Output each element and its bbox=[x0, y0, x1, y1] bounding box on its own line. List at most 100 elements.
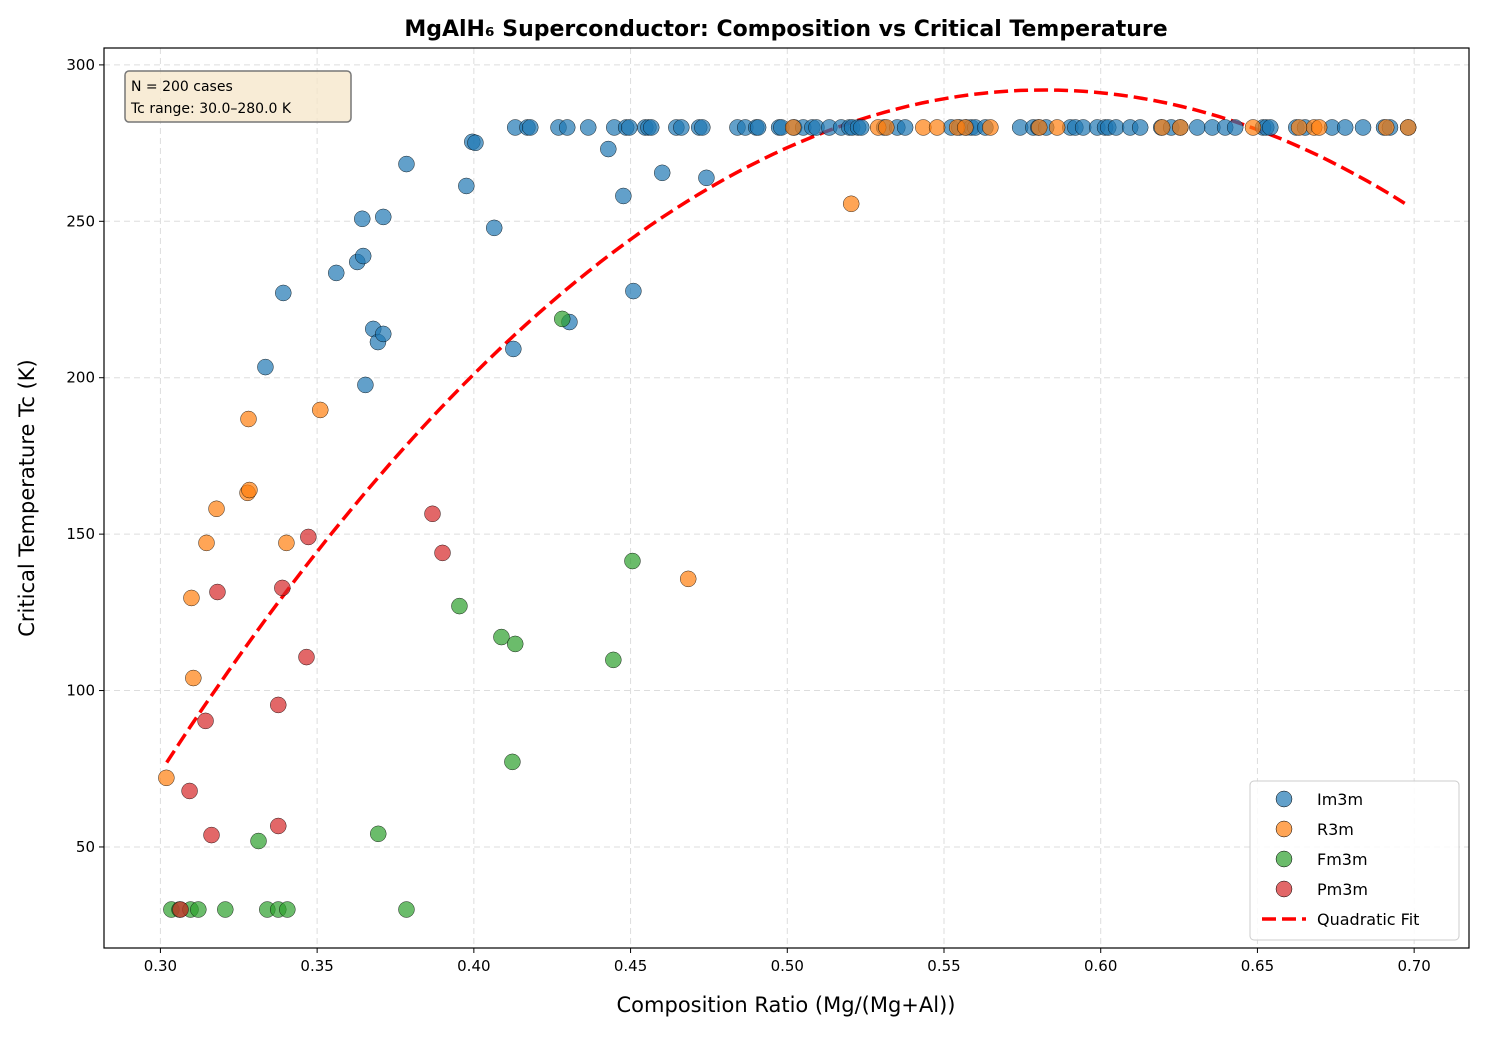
data-point-r3m bbox=[241, 481, 258, 499]
data-point-r3m bbox=[928, 119, 946, 136]
data-point-fm3m bbox=[504, 753, 521, 771]
x-tick-label: 0.35 bbox=[300, 957, 333, 975]
data-point-im3m bbox=[621, 119, 638, 136]
data-point-im3m bbox=[580, 119, 597, 136]
data-point-im3m bbox=[354, 247, 372, 265]
x-tick-label: 0.65 bbox=[1241, 957, 1274, 975]
data-point-im3m bbox=[559, 119, 576, 136]
y-tick-label: 100 bbox=[66, 682, 95, 700]
data-point-fm3m bbox=[451, 597, 468, 615]
data-point-r3m bbox=[278, 534, 295, 552]
data-point-im3m bbox=[485, 219, 503, 237]
data-point-im3m bbox=[653, 164, 671, 182]
data-point-fm3m bbox=[398, 901, 415, 918]
grid bbox=[104, 48, 1469, 948]
data-point-im3m bbox=[328, 264, 345, 282]
data-point-pm3m bbox=[209, 583, 226, 601]
data-point-r3m bbox=[198, 534, 215, 552]
data-point-r3m bbox=[240, 410, 257, 428]
data-point-pm3m bbox=[274, 579, 291, 597]
fit-layer bbox=[165, 88, 1406, 764]
data-point-im3m bbox=[673, 119, 690, 136]
data-point-r3m bbox=[1048, 119, 1066, 136]
data-point-r3m bbox=[982, 119, 999, 136]
data-point-pm3m bbox=[270, 817, 287, 835]
data-point-r3m bbox=[183, 589, 200, 607]
data-point-im3m bbox=[600, 140, 617, 158]
x-tick-label: 0.40 bbox=[457, 957, 490, 975]
data-point-fm3m bbox=[190, 901, 207, 918]
data-point-fm3m bbox=[506, 635, 524, 653]
legend-label-r3m: R3m bbox=[1317, 820, 1354, 839]
annotation-line-2: Tc range: 30.0–280.0 K bbox=[130, 101, 292, 117]
data-point-im3m bbox=[625, 282, 642, 300]
data-point-r3m bbox=[1399, 119, 1417, 136]
data-point-im3m bbox=[275, 284, 292, 302]
data-point-pm3m bbox=[300, 528, 317, 546]
legend-label-pm3m: Pm3m bbox=[1317, 880, 1368, 899]
data-point-im3m bbox=[1074, 119, 1092, 136]
plot-frame bbox=[103, 47, 1470, 949]
x-ticks: 0.30 0.35 0.40 0.45 0.50 0.55 0.60 0.65 0.70 bbox=[144, 948, 1431, 975]
points-layer bbox=[158, 119, 1417, 918]
annotation-line-1: N = 200 cases bbox=[131, 79, 233, 95]
data-point-im3m bbox=[1131, 119, 1149, 136]
legend-marker-pm3m bbox=[1275, 880, 1293, 898]
data-point-fm3m bbox=[250, 832, 267, 850]
data-point-im3m bbox=[357, 376, 374, 394]
data-point-r3m bbox=[208, 500, 225, 518]
annotation-box: N = 200 cases Tc range: 30.0–280.0 K bbox=[124, 70, 352, 123]
legend-label-fm3m: Fm3m bbox=[1317, 850, 1368, 869]
data-point-fm3m bbox=[493, 628, 510, 646]
data-point-r3m bbox=[957, 119, 974, 136]
x-tick-label: 0.50 bbox=[771, 957, 804, 975]
y-tick-label: 300 bbox=[66, 56, 95, 74]
data-point-pm3m bbox=[172, 901, 189, 918]
data-point-im3m bbox=[694, 119, 711, 136]
legend-marker-r3m bbox=[1275, 820, 1293, 838]
data-point-r3m bbox=[158, 769, 175, 787]
data-point-fm3m bbox=[217, 901, 234, 918]
data-point-r3m bbox=[679, 570, 697, 588]
y-ticks: 50 100 150 200 250 300 bbox=[66, 56, 104, 856]
quadratic-fit-line bbox=[165, 88, 1406, 764]
data-point-pm3m bbox=[424, 505, 441, 523]
legend: Im3m R3m Fm3m Pm3m Quadratic Fit bbox=[1249, 780, 1460, 941]
data-point-im3m bbox=[375, 208, 392, 226]
y-tick-label: 200 bbox=[66, 369, 95, 387]
legend-label-im3m: Im3m bbox=[1317, 790, 1363, 809]
x-tick-label: 0.45 bbox=[614, 957, 647, 975]
data-point-r3m bbox=[784, 119, 802, 136]
y-axis-label: Critical Temperature Tc (K) bbox=[15, 359, 39, 636]
data-point-r3m bbox=[1290, 119, 1308, 136]
legend-marker-fm3m bbox=[1275, 850, 1293, 868]
data-point-r3m bbox=[1244, 119, 1262, 136]
data-point-pm3m bbox=[270, 696, 287, 714]
data-point-pm3m bbox=[181, 782, 198, 800]
legend-marker-im3m bbox=[1275, 790, 1293, 808]
x-axis-label: Composition Ratio (Mg/(Mg+Al)) bbox=[617, 993, 956, 1017]
data-point-im3m bbox=[853, 119, 870, 136]
data-point-im3m bbox=[749, 119, 767, 136]
data-point-r3m bbox=[185, 669, 202, 687]
data-point-r3m bbox=[312, 401, 329, 419]
data-point-pm3m bbox=[434, 544, 451, 562]
data-point-im3m bbox=[1262, 119, 1279, 136]
data-point-im3m bbox=[698, 169, 715, 187]
data-point-im3m bbox=[615, 187, 632, 205]
data-point-im3m bbox=[522, 119, 539, 136]
data-point-fm3m bbox=[605, 651, 622, 669]
x-tick-label: 0.55 bbox=[927, 957, 960, 975]
data-point-im3m bbox=[354, 210, 371, 228]
data-point-r3m bbox=[1310, 119, 1328, 136]
data-point-fm3m bbox=[370, 825, 387, 843]
data-point-im3m bbox=[1336, 119, 1354, 136]
data-point-im3m bbox=[467, 134, 484, 152]
data-point-fm3m bbox=[279, 901, 296, 918]
chart-title: MgAlH₆ Superconductor: Composition vs Cr… bbox=[404, 17, 1167, 42]
data-point-im3m bbox=[458, 177, 475, 195]
data-point-im3m bbox=[643, 119, 660, 136]
data-point-im3m bbox=[1107, 119, 1125, 136]
data-point-r3m bbox=[1031, 119, 1048, 136]
